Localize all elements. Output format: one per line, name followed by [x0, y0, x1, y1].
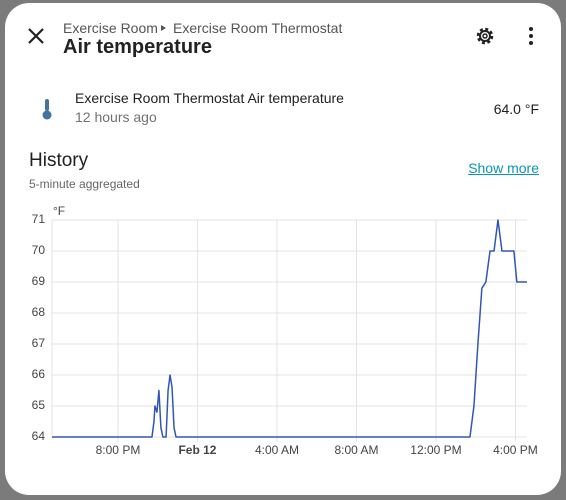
- dialog-title: Air temperature: [63, 36, 212, 58]
- y-tick-label: 65: [32, 398, 46, 412]
- x-tick-label: Feb 12: [178, 443, 216, 457]
- y-tick-label: 69: [32, 274, 46, 288]
- x-tick-label: 8:00 AM: [334, 443, 378, 457]
- y-tick-label: 71: [32, 212, 46, 226]
- show-more-link[interactable]: Show more: [468, 160, 539, 176]
- thermometer-icon: [42, 99, 52, 120]
- breadcrumb: Exercise Room Thermostat: [173, 20, 343, 36]
- x-tick-label: 12:00 PM: [410, 443, 461, 457]
- y-unit: °F: [53, 204, 65, 218]
- settings-button[interactable]: [476, 27, 494, 45]
- y-tick-label: 70: [32, 243, 46, 257]
- entity-state: 64.0 °F: [493, 101, 539, 117]
- last-changed: 12 hours ago: [75, 109, 157, 125]
- close-button[interactable]: [28, 28, 44, 44]
- y-tick-label: 67: [32, 336, 46, 350]
- entity-name: Exercise Room Thermostat Air temperature: [75, 90, 344, 106]
- y-tick-label: 64: [32, 429, 46, 443]
- more-button[interactable]: [529, 27, 533, 45]
- x-tick-label: 4:00 PM: [493, 443, 538, 457]
- dialog: [5, 3, 561, 495]
- y-tick-label: 66: [32, 367, 46, 381]
- breadcrumb-arrow: [161, 25, 166, 31]
- data-line: [52, 219, 527, 438]
- x-tick-label: 8:00 PM: [96, 443, 141, 457]
- x-tick-label: 4:00 AM: [255, 443, 299, 457]
- history-title: History: [29, 150, 89, 171]
- history-subtitle: 5-minute aggregated: [29, 177, 140, 191]
- y-tick-label: 68: [32, 305, 46, 319]
- breadcrumb: Exercise Room: [63, 20, 158, 36]
